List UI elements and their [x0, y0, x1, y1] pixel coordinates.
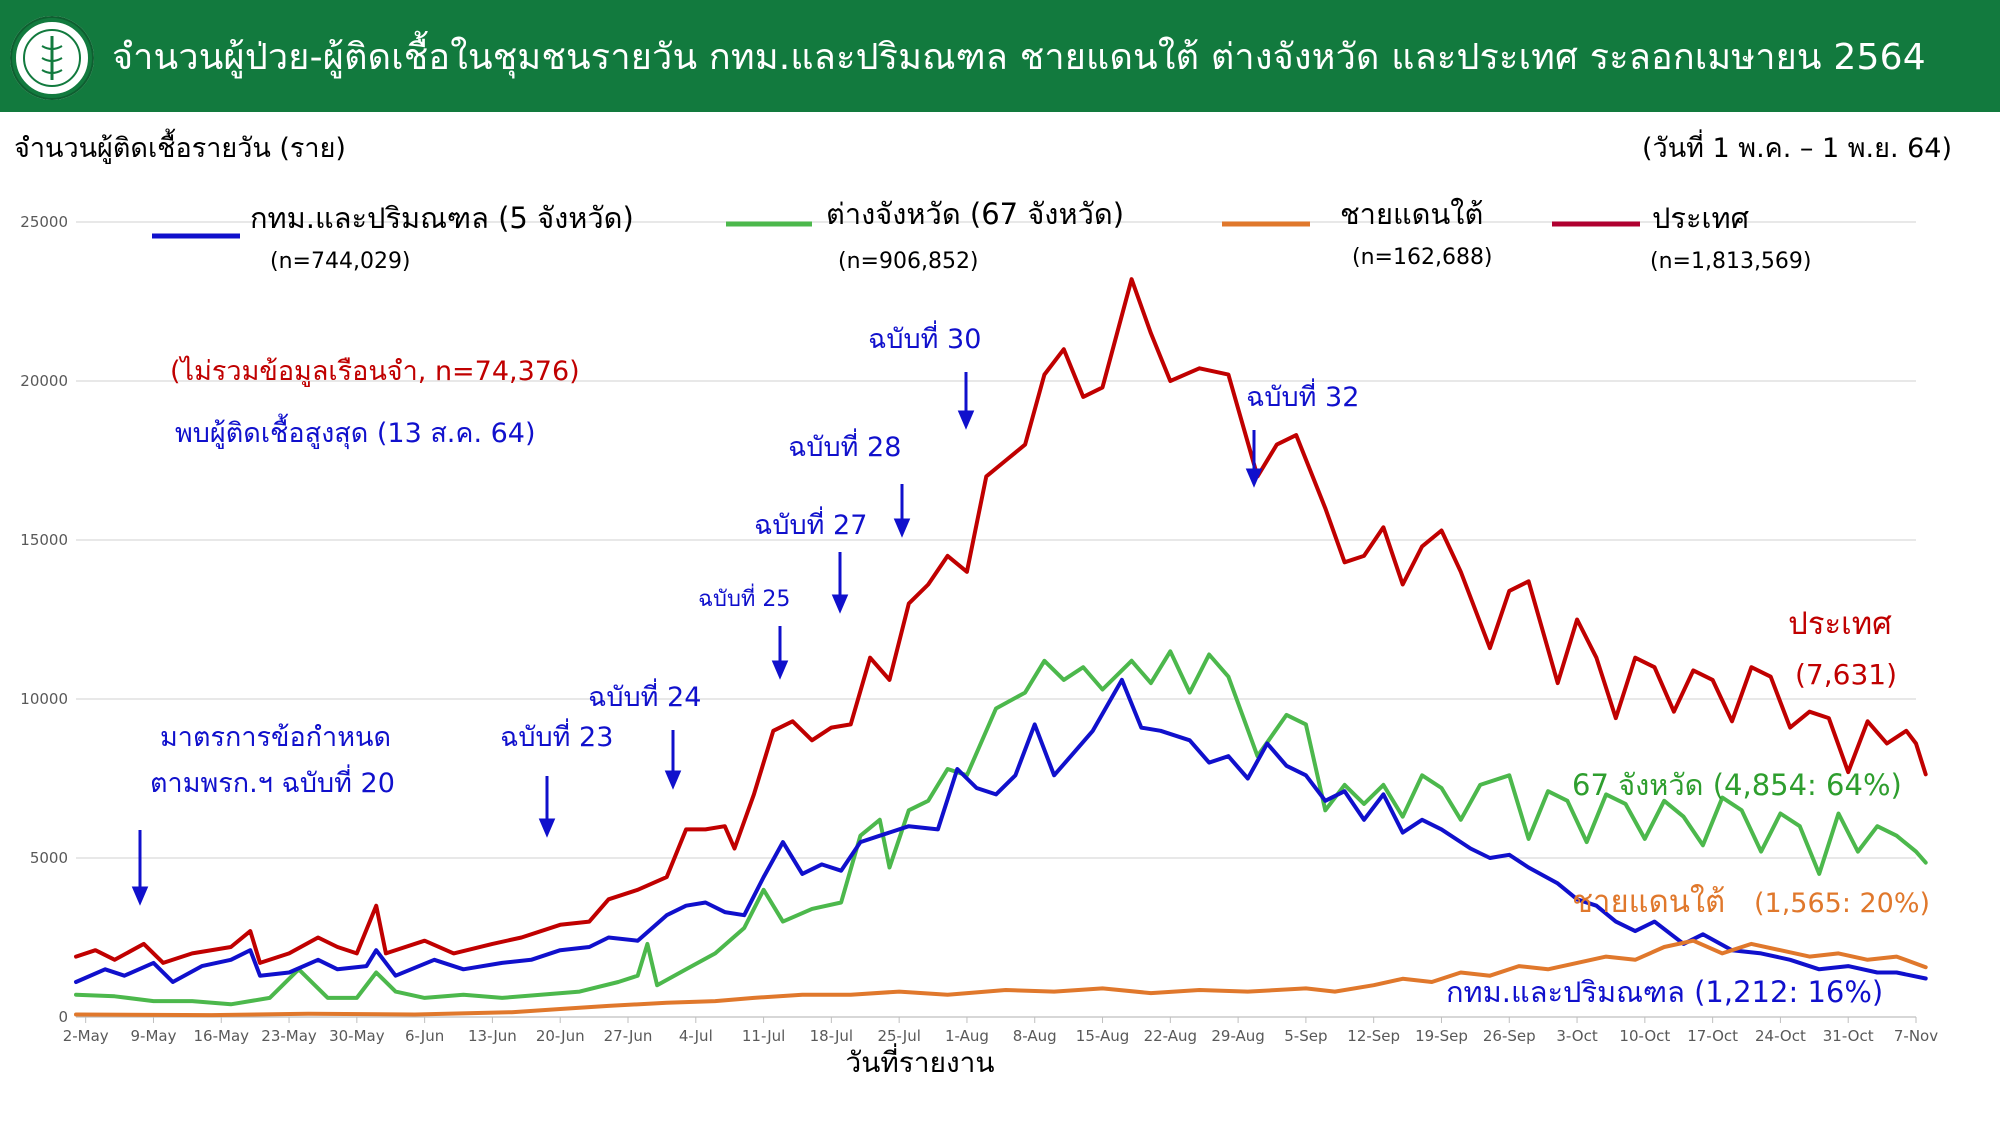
series-line-bkk [74, 677, 1928, 984]
x-tick-label: 10-Oct [1619, 1027, 1670, 1045]
x-tick-label: 12-Sep [1347, 1027, 1400, 1045]
x-axis-title: วันที่รายงาน [845, 1043, 994, 1079]
y-tick-label: 15000 [20, 531, 68, 549]
x-tick-label: 18-Jul [810, 1027, 853, 1045]
x-tick-label: 7-Nov [1894, 1027, 1938, 1045]
x-tick-label: 19-Sep [1415, 1027, 1468, 1045]
arrow-head-v27 [831, 594, 849, 614]
arrow-head-v20 [131, 886, 149, 906]
x-tick-label: 15-Aug [1076, 1027, 1129, 1045]
y-tick-label: 25000 [20, 213, 68, 231]
legend-label-bkk: กทม.และปริมณฑล (5 จังหวัด) [250, 201, 634, 235]
legend-n-south: (n=162,688) [1352, 245, 1493, 270]
arrow-head-v23 [538, 818, 556, 838]
arrow-head-v28 [893, 518, 911, 538]
annotation-measure-line2: ตามพรก.ฯ ฉบับที่ 20 [150, 764, 395, 799]
end-label-country: ประเทศ [1788, 606, 1892, 642]
x-tick-label: 22-Aug [1144, 1027, 1197, 1045]
x-tick-label: 8-Aug [1013, 1027, 1057, 1045]
annotation-v30: ฉบับที่ 30 [868, 320, 981, 355]
arrow-head-v24 [664, 770, 682, 790]
series-line-prov [74, 649, 1928, 1007]
x-tick-label: 23-May [261, 1027, 317, 1045]
x-axis-ticks: 2-May 9-May 16-May 23-May 30-May 6-Jun 13-Jun 2… [63, 1017, 1938, 1045]
end-label-south: ชายแดนใต้ [1572, 884, 1725, 920]
x-tick-label: 1-Aug [945, 1027, 989, 1045]
series-line-south [74, 938, 1928, 1018]
x-tick-label: 31-Oct [1823, 1027, 1874, 1045]
x-tick-label: 30-May [329, 1027, 385, 1045]
x-tick-label: 25-Jul [877, 1027, 920, 1045]
arrow-head-v25 [771, 660, 789, 680]
annotation-arrows [131, 372, 1263, 906]
legend-label-country: ประเทศ [1652, 201, 1750, 235]
ministry-of-public-health-seal-icon [10, 16, 94, 100]
x-tick-label: 24-Oct [1755, 1027, 1806, 1045]
x-tick-label: 17-Oct [1687, 1027, 1738, 1045]
x-tick-label: 4-Jul [679, 1027, 713, 1045]
annotation-peak: พบผู้ติดเชื้อสูงสุด (13 ส.ค. 64) [175, 413, 536, 450]
series-line-country [74, 277, 1928, 965]
legend-label-prov: ต่างจังหวัด (67 จังหวัด) [826, 197, 1124, 231]
line-chart: 0 5000 10000 15000 20000 25000 2-May 9-May 16-M… [14, 128, 1952, 1079]
x-tick-label: 20-Jun [536, 1027, 585, 1045]
end-value-south: (1,565: 20%) [1754, 888, 1930, 919]
x-tick-label: 29-Aug [1211, 1027, 1264, 1045]
y-tick-label: 20000 [20, 372, 68, 390]
x-tick-label: 5-Sep [1284, 1027, 1327, 1045]
legend-n-prov: (n=906,852) [838, 249, 979, 274]
y-tick-label: 10000 [20, 690, 68, 708]
y-tick-label: 0 [58, 1008, 68, 1026]
x-tick-label: 3-Oct [1556, 1027, 1597, 1045]
annotation-excluded: (ไม่รวมข้อมูลเรือนจำ, n=74,376) [170, 356, 580, 387]
legend-label-south: ชายแดนใต้ [1340, 197, 1483, 231]
end-value-country: (7,631) [1795, 658, 1897, 691]
date-range-label: (วันที่ 1 พ.ค. – 1 พ.ย. 64) [1642, 129, 1952, 164]
y-axis-title: จำนวนผู้ติดเชื้อรายวัน (ราย) [14, 128, 346, 164]
end-label-bkk: กทม.และปริมณฑล (1,212: 16%) [1446, 975, 1883, 1009]
annotation-v32: ฉบับที่ 32 [1246, 378, 1359, 413]
x-tick-label: 26-Sep [1483, 1027, 1536, 1045]
x-tick-label: 9-May [130, 1027, 176, 1045]
end-label-prov: 67 จังหวัด (4,854: 64%) [1572, 768, 1902, 802]
x-tick-label: 16-May [194, 1027, 250, 1045]
annotation-measure-line1: มาตรการข้อกำหนด [160, 722, 391, 753]
annotation-v27: ฉบับที่ 27 [754, 506, 867, 541]
annotation-v23: ฉบับที่ 23 [500, 718, 613, 753]
annotation-v28: ฉบับที่ 28 [788, 428, 901, 463]
x-tick-label: 6-Jun [405, 1027, 444, 1045]
x-tick-label: 27-Jun [604, 1027, 653, 1045]
y-tick-label: 5000 [30, 849, 68, 867]
legend-n-bkk: (n=744,029) [270, 249, 411, 274]
arrow-head-v30 [957, 410, 975, 430]
x-tick-label: 11-Jul [742, 1027, 785, 1045]
arrow-head-v32 [1245, 468, 1263, 488]
header-bar: จำนวนผู้ป่วย-ผู้ติดเชื้อในชุมชนรายวัน กท… [0, 0, 2000, 112]
page-title: จำนวนผู้ป่วย-ผู้ติดเชื้อในชุมชนรายวัน กท… [112, 37, 1926, 78]
x-tick-label: 13-Jun [468, 1027, 517, 1045]
y-axis-ticks: 0 5000 10000 15000 20000 25000 [20, 213, 68, 1026]
x-tick-label: 2-May [63, 1027, 109, 1045]
annotation-v25: ฉบับที่ 25 [698, 583, 790, 612]
annotation-v24: ฉบับที่ 24 [588, 678, 701, 713]
legend-n-country: (n=1,813,569) [1650, 249, 1812, 274]
series-lines [74, 277, 1928, 1018]
